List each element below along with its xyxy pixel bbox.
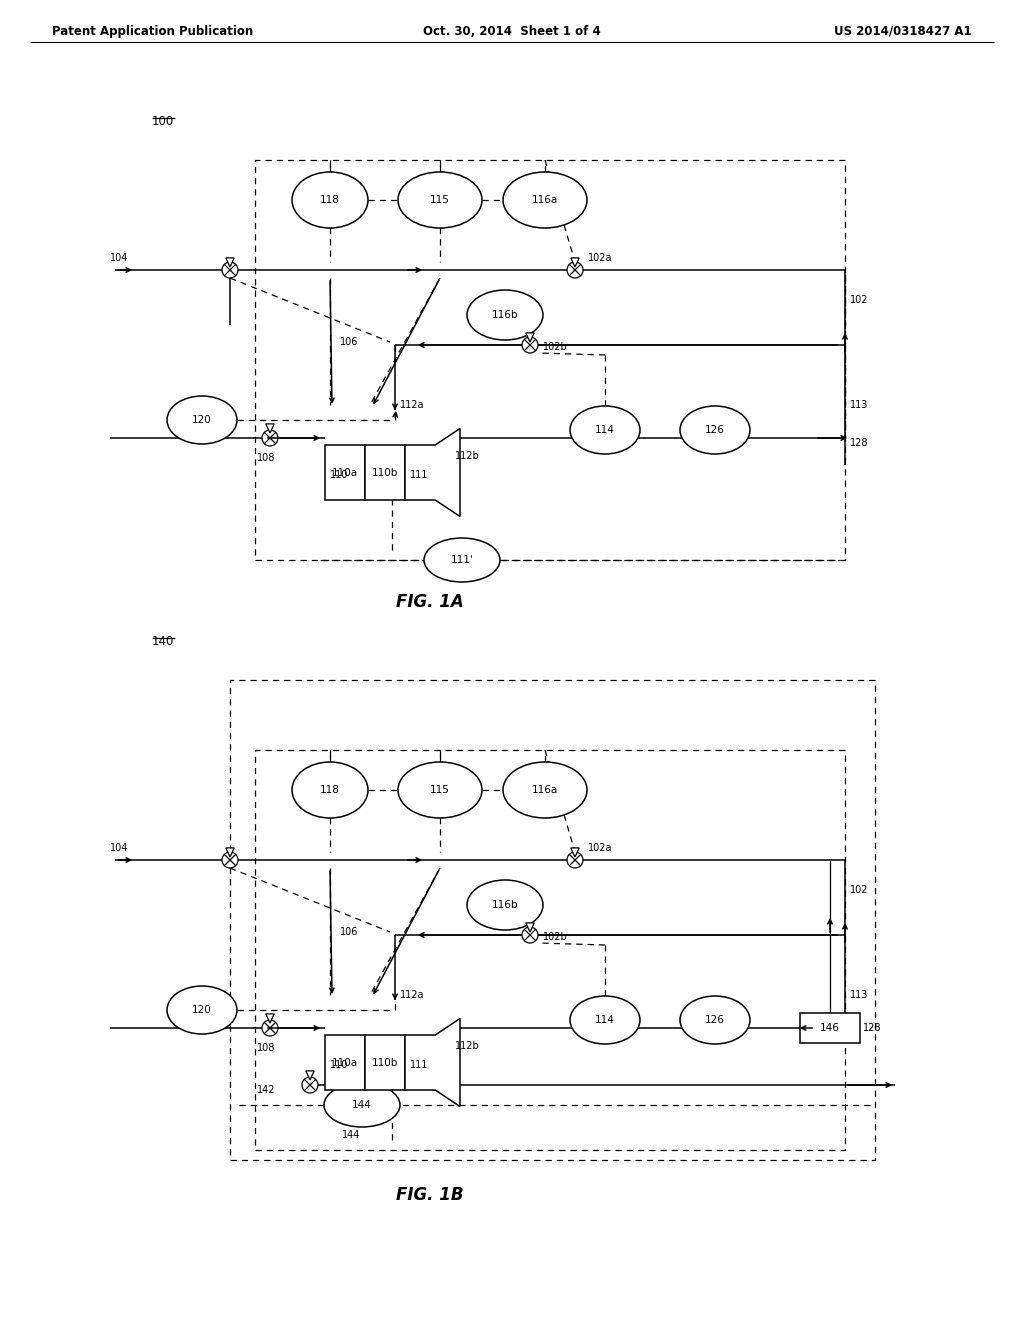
- Text: 108: 108: [257, 453, 275, 463]
- Circle shape: [522, 927, 538, 942]
- Text: 106: 106: [340, 337, 358, 347]
- Ellipse shape: [503, 762, 587, 818]
- Text: 110: 110: [330, 470, 348, 480]
- Text: 112b: 112b: [455, 451, 480, 461]
- Ellipse shape: [398, 172, 482, 228]
- Bar: [325, 1035, 365, 1090]
- Text: 113: 113: [850, 400, 868, 411]
- Text: 115: 115: [430, 785, 450, 795]
- Text: 115: 115: [430, 195, 450, 205]
- Circle shape: [222, 261, 238, 279]
- Ellipse shape: [424, 539, 500, 582]
- Ellipse shape: [680, 997, 750, 1044]
- Polygon shape: [226, 847, 234, 857]
- Text: 102: 102: [850, 884, 868, 895]
- Ellipse shape: [467, 290, 543, 341]
- Polygon shape: [406, 1019, 460, 1106]
- Polygon shape: [226, 257, 234, 267]
- Text: 110a: 110a: [332, 1057, 358, 1068]
- Text: 111': 111': [451, 554, 473, 565]
- Ellipse shape: [467, 880, 543, 931]
- Polygon shape: [570, 257, 580, 267]
- Text: Patent Application Publication: Patent Application Publication: [52, 25, 253, 38]
- Text: 102b: 102b: [543, 342, 567, 352]
- Text: 116b: 116b: [492, 310, 518, 319]
- Text: 114: 114: [595, 1015, 615, 1026]
- Text: 126: 126: [706, 1015, 725, 1026]
- Text: 110a: 110a: [332, 467, 358, 478]
- Text: 144: 144: [352, 1100, 372, 1110]
- Circle shape: [302, 1077, 318, 1093]
- Text: 112a: 112a: [400, 400, 425, 411]
- Text: US 2014/0318427 A1: US 2014/0318427 A1: [835, 25, 972, 38]
- Text: 128: 128: [863, 1023, 882, 1034]
- Text: FIG. 1B: FIG. 1B: [396, 1185, 464, 1204]
- Ellipse shape: [324, 1082, 400, 1127]
- Bar: [365, 445, 406, 500]
- Text: 104: 104: [110, 253, 128, 263]
- Text: 102b: 102b: [543, 932, 567, 942]
- Ellipse shape: [570, 997, 640, 1044]
- Bar: [800, 1012, 860, 1043]
- Bar: [325, 445, 365, 500]
- Text: 110: 110: [330, 1060, 348, 1071]
- Ellipse shape: [503, 172, 587, 228]
- Polygon shape: [525, 333, 535, 342]
- Text: 112a: 112a: [400, 990, 425, 1001]
- Text: 144: 144: [342, 1130, 360, 1140]
- Text: 126: 126: [706, 425, 725, 436]
- Text: 118: 118: [321, 785, 340, 795]
- Polygon shape: [570, 847, 580, 857]
- Text: 110b: 110b: [372, 467, 398, 478]
- Polygon shape: [266, 1014, 274, 1023]
- Text: 146: 146: [820, 1023, 840, 1034]
- Text: 102: 102: [850, 294, 868, 305]
- Text: 118: 118: [321, 195, 340, 205]
- Text: 116a: 116a: [531, 195, 558, 205]
- Text: 116b: 116b: [492, 900, 518, 909]
- Text: 114: 114: [595, 425, 615, 436]
- Text: 102a: 102a: [588, 843, 612, 853]
- Bar: [255, 750, 845, 1150]
- Polygon shape: [525, 923, 535, 932]
- Text: 110b: 110b: [372, 1057, 398, 1068]
- Text: Oct. 30, 2014  Sheet 1 of 4: Oct. 30, 2014 Sheet 1 of 4: [423, 25, 601, 38]
- Text: 113: 113: [850, 990, 868, 1001]
- Text: 108: 108: [257, 1043, 275, 1053]
- Ellipse shape: [398, 762, 482, 818]
- Bar: [230, 680, 874, 1160]
- Text: 102a: 102a: [588, 253, 612, 263]
- Text: 111: 111: [410, 1060, 428, 1071]
- Text: 140: 140: [152, 635, 174, 648]
- Circle shape: [522, 337, 538, 352]
- Bar: [365, 1035, 406, 1090]
- Bar: [255, 160, 845, 560]
- Ellipse shape: [680, 407, 750, 454]
- Ellipse shape: [167, 986, 237, 1034]
- Text: 112b: 112b: [455, 1041, 480, 1051]
- Ellipse shape: [167, 396, 237, 444]
- Circle shape: [222, 851, 238, 869]
- Text: 100: 100: [152, 115, 174, 128]
- Text: 104: 104: [110, 843, 128, 853]
- Text: 128: 128: [850, 438, 868, 447]
- Polygon shape: [406, 429, 460, 516]
- Text: 111: 111: [410, 470, 428, 480]
- Text: FIG. 1A: FIG. 1A: [396, 593, 464, 611]
- Circle shape: [567, 851, 583, 869]
- Polygon shape: [306, 1071, 314, 1080]
- Ellipse shape: [570, 407, 640, 454]
- Polygon shape: [266, 424, 274, 433]
- Text: 106: 106: [340, 927, 358, 937]
- Circle shape: [262, 1020, 278, 1036]
- Text: 120: 120: [193, 414, 212, 425]
- Text: 142: 142: [257, 1085, 275, 1096]
- Circle shape: [567, 261, 583, 279]
- Text: 116a: 116a: [531, 785, 558, 795]
- Ellipse shape: [292, 762, 368, 818]
- Ellipse shape: [292, 172, 368, 228]
- Circle shape: [262, 430, 278, 446]
- Text: 120: 120: [193, 1005, 212, 1015]
